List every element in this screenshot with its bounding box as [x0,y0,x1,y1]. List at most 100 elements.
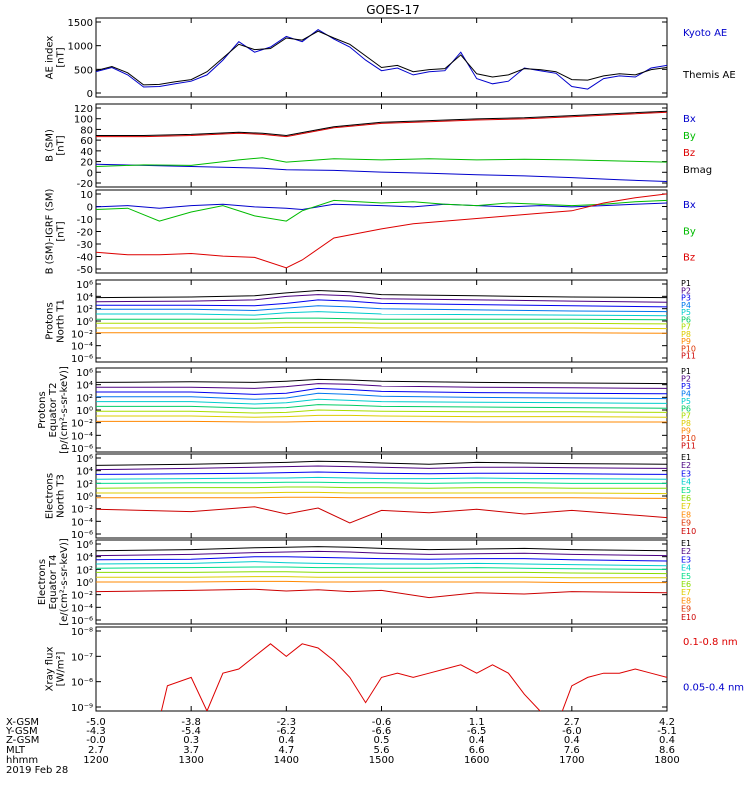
y-tick-label: 10⁰ [76,406,93,417]
y-axis-label: Electrons [37,559,48,605]
y-tick-label: 10⁴ [76,292,93,303]
panel-3: 10 0-10 -20-30 -40-50 B (SM)-IGRF (SM) [nT] Bx… [45,189,696,276]
legend-label: Bmag [683,165,712,176]
time-axis-row-label: X-GSM [6,717,39,728]
time-axis-row-label: Y-GSM [5,726,38,737]
y-axis-label: North T3 [56,474,67,518]
legend-label: Themis AE [682,70,736,81]
legend-label: P2 [681,286,691,295]
y-tick-label: 10⁻² [71,591,93,602]
legend-label: E8 [681,510,691,519]
panel-frame [95,189,668,274]
time-axis-row-label: Z-GSM [6,735,39,746]
time-axis-value: 1600 [464,755,489,766]
y-tick-label: 10² [76,393,93,404]
series-line-e7 [96,576,667,579]
legend-label: P11 [681,442,696,451]
series-line-e3 [96,471,667,475]
time-axis-value: -0.0 [86,735,106,746]
y-tick-label: 10⁻² [71,329,93,340]
time-axis-value: 5.6 [374,745,390,756]
series-line-e8 [96,580,667,584]
y-axis-label: AE index [45,36,56,80]
time-axis-value: -6.2 [277,726,297,737]
series-line-p2 [96,294,667,303]
legend-label: Kyoto AE [683,28,727,39]
series-line-p3 [96,387,667,395]
series-line-e6 [96,571,667,575]
legend-label: P1 [681,367,691,376]
y-tick-label: 10⁻⁶ [71,444,93,455]
time-axis-value: -3.8 [181,717,201,728]
series-line-p9 [96,332,667,334]
y-tick-label: 10⁻⁶ [71,678,93,689]
y-tick-label: 0 [87,168,93,179]
y-tick-label: 10² [76,479,93,490]
y-axis-label: Protons [37,391,48,428]
legend-label: E4 [681,478,691,487]
legend-label: P9 [681,427,691,436]
y-tick-label: 10⁻⁶ [71,616,93,627]
y-tick-label: 10⁻⁴ [71,431,93,442]
series-line-by [96,157,667,167]
series-line-p7 [96,322,667,325]
legend-label: E7 [681,588,691,597]
panel-frame [95,17,668,98]
time-axis-value: 4.2 [659,717,675,728]
time-axis-value: 1300 [178,755,203,766]
y-axis-label: Xray flux [45,647,56,692]
time-axis-value: -0.6 [372,717,392,728]
legend-label: P4 [681,389,691,398]
time-axis-value: 8.6 [659,745,675,756]
time-axis-value: 7.6 [564,745,580,756]
y-tick-label: 10⁴ [76,467,93,478]
legend-label: 0.1-0.8 nm [683,637,738,648]
series-line-p1 [96,378,667,385]
series-line-e6 [96,486,667,489]
y-tick-label: 10⁻⁴ [71,603,93,614]
legend-label: E6 [681,580,691,589]
panel-frame [95,367,668,453]
y-axis-label: [nT] [56,47,67,67]
legend-label: Bz [683,253,695,264]
legend-label: P7 [681,323,691,332]
legend-label: P8 [681,419,691,428]
time-axis-value: -2.3 [277,717,297,728]
series-line-e4 [96,476,667,480]
legend-label: P10 [681,434,696,443]
series-line-e2 [96,465,667,471]
y-tick-label: 1500 [68,18,93,29]
y-tick-label: 10⁰ [76,578,93,589]
y-tick-label: 40 [80,147,93,158]
time-axis-value: -4.3 [86,726,106,737]
y-axis-label: [nT] [56,135,67,155]
series-line-themis-ae [96,30,667,86]
series-line-e1 [96,460,667,466]
series-line-p6 [96,404,667,409]
series-line-p5 [96,398,667,405]
series-line-p7 [96,409,667,414]
legend-label: P5 [681,308,691,317]
series-line-by [96,199,667,222]
legend-label: Bz [683,148,695,159]
y-axis-label: Protons [45,302,56,339]
y-tick-label: -20 [77,179,93,190]
legend-label: E5 [681,486,691,495]
y-tick-label: 10⁴ [76,381,93,392]
y-tick-label: 60 [80,136,93,147]
y-tick-label: 10² [76,565,93,576]
series-line-p9 [96,420,667,423]
series-line-p6 [96,317,667,321]
y-tick-label: -40 [77,253,93,264]
legend-label: P3 [681,294,691,303]
legend-label: E8 [681,596,691,605]
legend-label: E7 [681,502,691,511]
y-tick-label: 80 [80,125,93,136]
series-line-0-1-0-8-nm [160,643,667,711]
legend-label: E9 [681,519,691,528]
legend-label: By [683,131,696,142]
series-line-bmag [96,110,667,137]
